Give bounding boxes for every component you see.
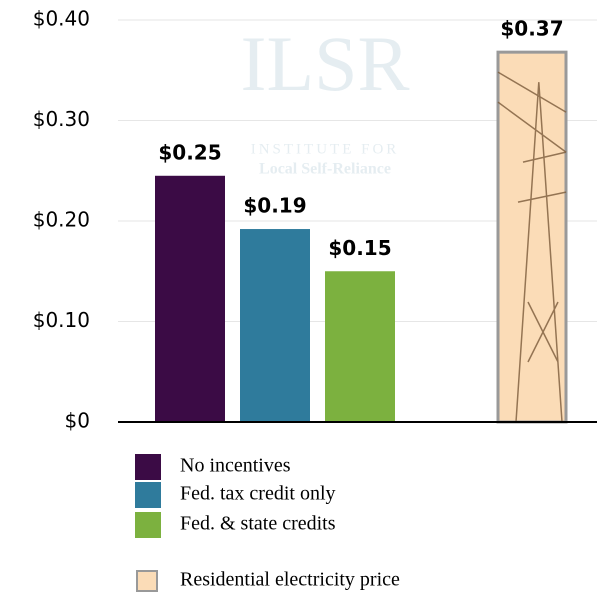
legend-swatch: [135, 512, 161, 538]
value-label: $0.37: [500, 17, 563, 41]
watermark: ILSR INSTITUTE FOR Local Self-Reliance: [240, 20, 409, 178]
value-label: $0.15: [328, 236, 391, 260]
value-label: $0.25: [158, 140, 221, 164]
bar: [498, 52, 566, 422]
bar: [155, 176, 225, 422]
legend-swatch: [135, 482, 161, 508]
watermark-line: INSTITUTE FOR: [251, 141, 400, 157]
watermark-line: Local Self-Reliance: [259, 161, 391, 178]
legend-label: Fed. & state credits: [180, 513, 336, 535]
legend-label: Fed. tax credit only: [180, 483, 336, 505]
y-tick-label: $0.20: [33, 208, 90, 232]
bar: [325, 271, 395, 422]
watermark-logo: ILSR: [240, 20, 409, 107]
y-tick-label: $0: [65, 409, 90, 433]
legend-swatch: [135, 454, 161, 480]
bar: [240, 229, 310, 422]
legend-swatch: [137, 571, 157, 591]
value-label: $0.19: [243, 194, 306, 218]
chart: ILSR INSTITUTE FOR Local Self-Reliance $…: [0, 0, 597, 599]
y-tick-label: $0.40: [33, 7, 90, 31]
legend-label: Residential electricity price: [180, 569, 400, 591]
y-tick-label: $0.10: [33, 308, 90, 332]
y-tick-label: $0.30: [33, 107, 90, 131]
legend-label: No incentives: [180, 455, 291, 477]
